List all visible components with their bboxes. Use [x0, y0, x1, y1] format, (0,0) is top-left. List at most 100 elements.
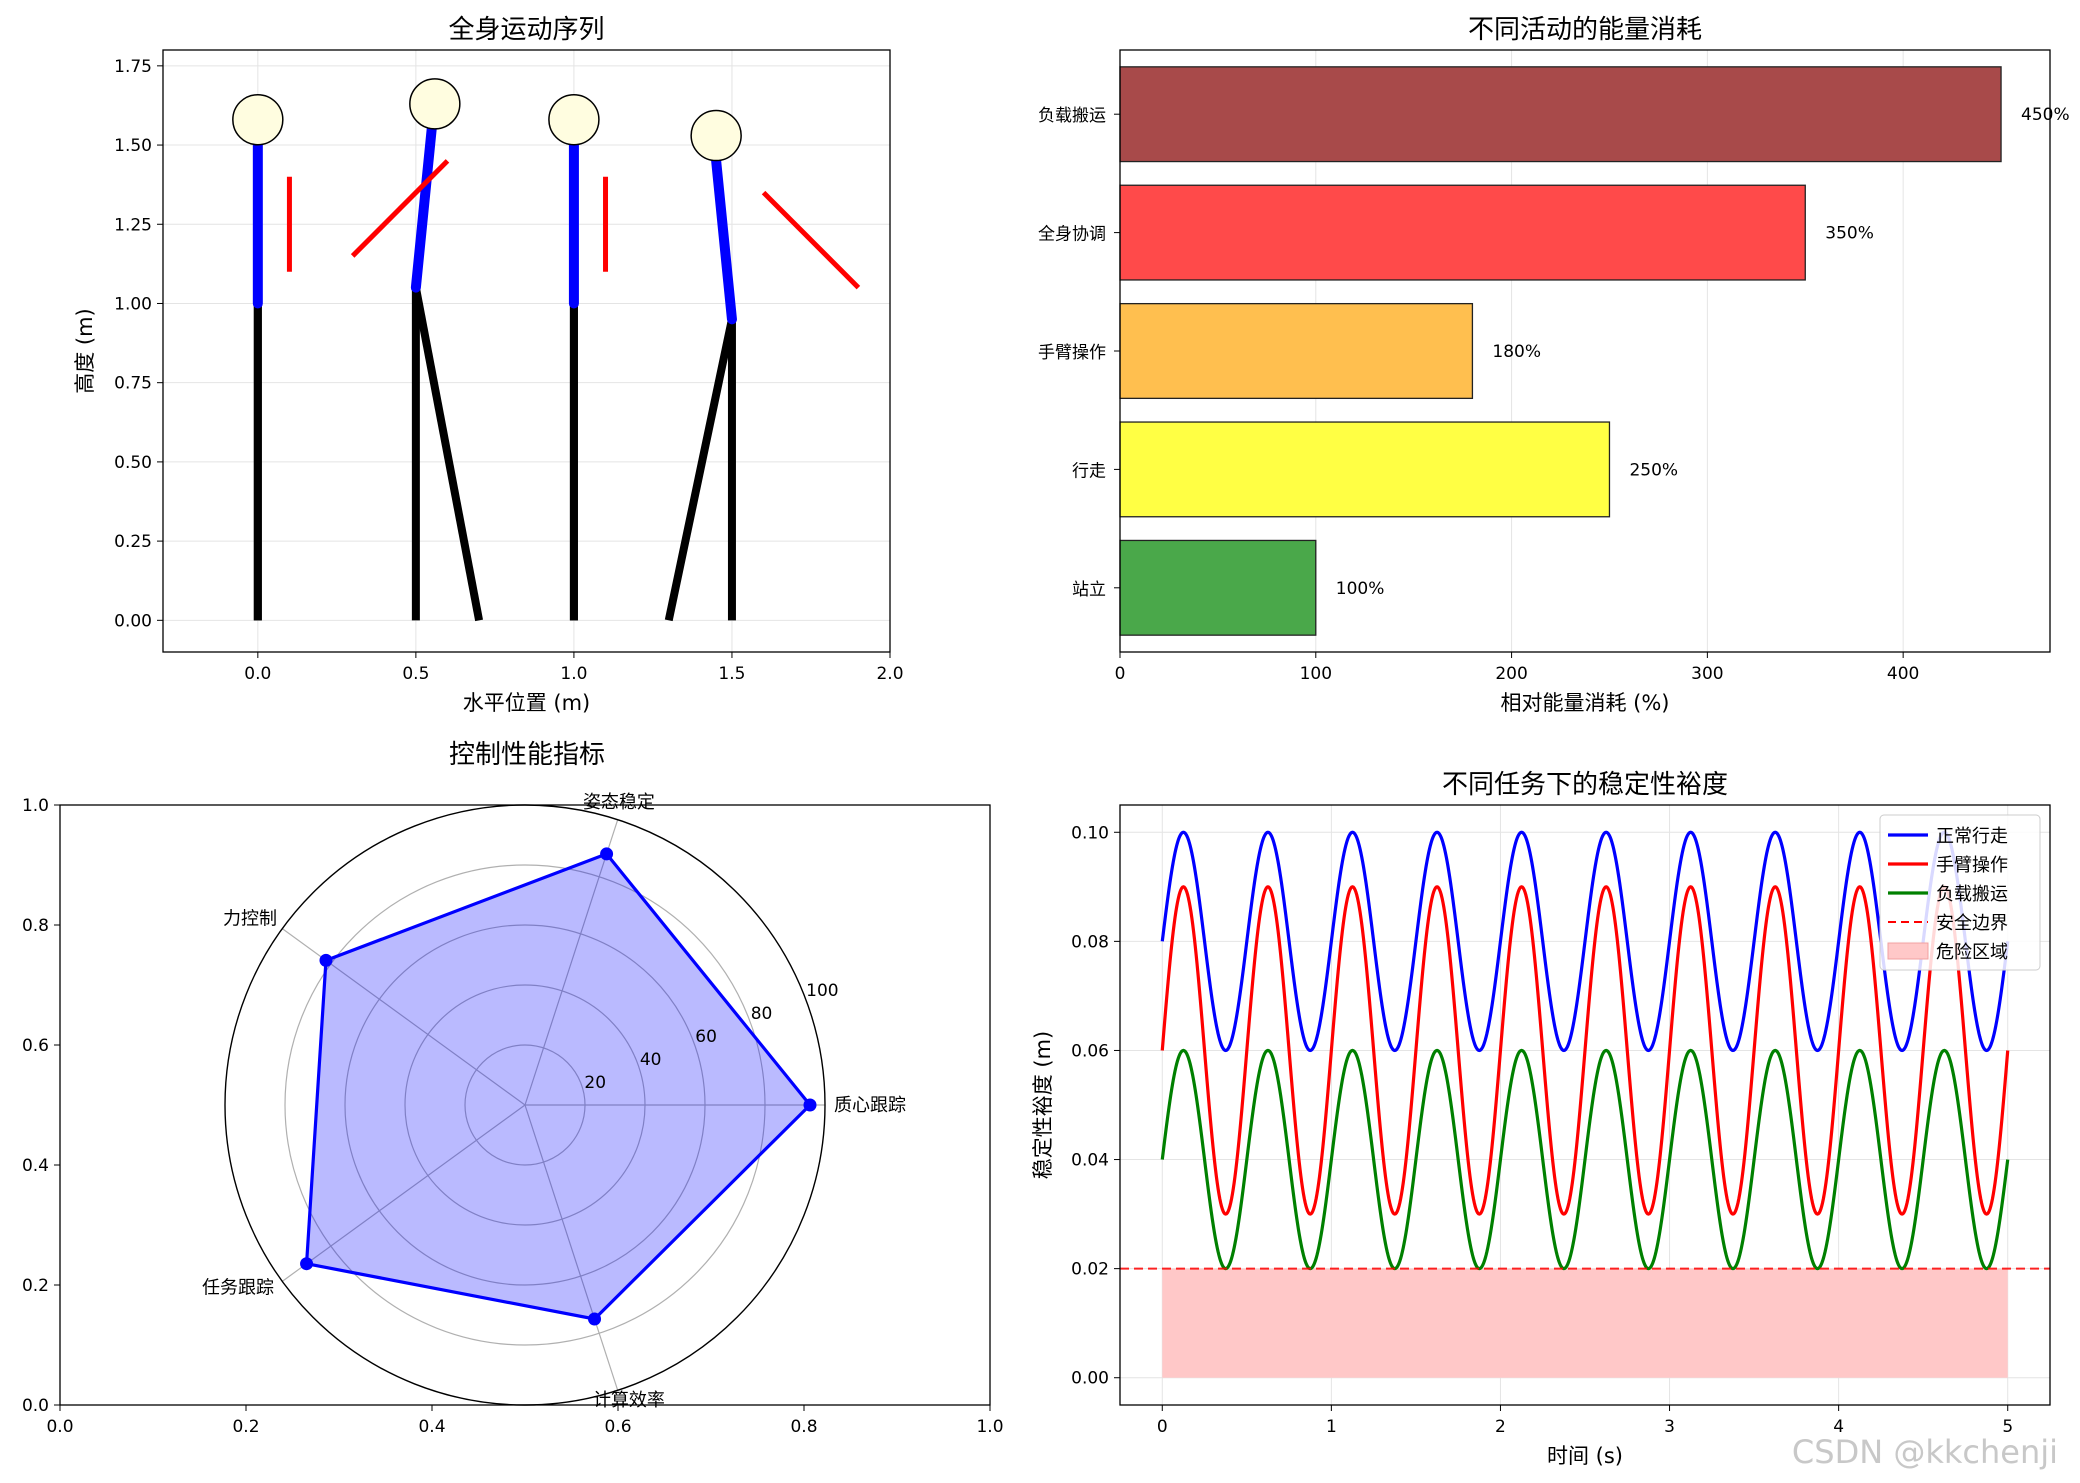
radar-category-label: 任务跟踪 [202, 1278, 274, 1299]
y-axis-label: 高度 (m) [73, 308, 97, 394]
y-tick-label: 0.06 [1071, 1041, 1109, 1061]
radar-category-label: 计算效率 [593, 1390, 665, 1411]
leg [411, 286, 484, 622]
legend-label: 手臂操作 [1936, 855, 2008, 876]
x-tick-label: 100 [1300, 664, 1332, 684]
frame-x-tick-label: 0.8 [790, 1417, 817, 1437]
x-tick-label: 1.5 [718, 664, 745, 684]
energy-consumption-panel: 0 100 200 300 400 100% 站立 250% 行走 180% 手臂操作 350% 全身协… [1038, 15, 2070, 715]
torso [410, 124, 437, 293]
radar-category-label: 力控制 [223, 908, 277, 929]
radar-outer-circle [224, 804, 826, 1406]
frame-y-tick-label: 0.4 [22, 1156, 49, 1176]
frame-x-tick-label: 0.6 [604, 1417, 631, 1437]
bar [1119, 302, 1474, 400]
y-tick-label: 0.00 [1071, 1369, 1109, 1389]
x-tick-label: 200 [1495, 664, 1527, 684]
leg [664, 318, 736, 622]
chart-title: 全身运动序列 [448, 15, 604, 45]
bar [1119, 421, 1611, 518]
category-label: 行走 [1072, 461, 1106, 481]
y-tick-label: 0.50 [114, 453, 152, 473]
frame-x-tick-label: 1.0 [976, 1417, 1003, 1437]
chart-title: 不同活动的能量消耗 [1468, 15, 1702, 45]
y-tick-label: 0.25 [114, 532, 152, 552]
radar-area [304, 852, 813, 1321]
x-tick-label: 0.0 [244, 664, 271, 684]
y-tick-label: 0.08 [1071, 932, 1109, 952]
y-tick-label: 1.50 [114, 136, 152, 156]
y-tick-label: 1.00 [114, 294, 152, 314]
x-tick-label: 1 [1326, 1417, 1337, 1437]
bar-value-label: 180% [1492, 342, 1541, 362]
head [548, 93, 600, 146]
radial-tick-label: 40 [640, 1050, 662, 1070]
x-tick-label: 2 [1495, 1417, 1506, 1437]
x-tick-label: 0.5 [402, 664, 429, 684]
legend-box [1879, 814, 2041, 971]
x-tick-label: 0 [1115, 664, 1126, 684]
head [690, 109, 742, 162]
bar-value-label: 450% [2021, 105, 2070, 125]
bar-value-label: 100% [1336, 579, 1385, 599]
x-tick-label: 400 [1887, 664, 1919, 684]
legend-swatch [1887, 942, 1929, 960]
frame-x-tick-label: 0.4 [418, 1417, 445, 1437]
radar-point [588, 1312, 602, 1326]
x-tick-label: 5 [2002, 1417, 2013, 1437]
plot-frame [162, 49, 891, 653]
chart-title: 控制性能指标 [449, 740, 605, 770]
watermark: CSDN @kkchenji [1792, 1433, 2058, 1471]
y-tick-label: 0.00 [114, 611, 152, 631]
series-line [1160, 1048, 2010, 1271]
radar-category-label: 质心跟踪 [834, 1095, 906, 1116]
x-axis-label: 相对能量消耗 (%) [1500, 691, 1669, 715]
y-tick-label: 0.10 [1071, 823, 1109, 843]
bar [1119, 66, 2002, 163]
radar-category-label: 姿态稳定 [583, 792, 655, 813]
frame-y-tick-label: 0.2 [22, 1276, 49, 1296]
category-label: 全身协调 [1038, 225, 1106, 245]
series-line [1160, 830, 2010, 1053]
category-label: 手臂操作 [1038, 343, 1106, 363]
chart-title: 不同任务下的稳定性裕度 [1442, 770, 1728, 800]
x-axis-label: 时间 (s) [1547, 1444, 1623, 1468]
radial-tick-label: 80 [751, 1004, 773, 1024]
angular-grid-line [524, 1104, 619, 1391]
series-line [1160, 885, 2010, 1216]
radar-point [300, 1257, 314, 1271]
category-label: 站立 [1072, 580, 1106, 600]
frame-y-tick-label: 0.0 [22, 1396, 49, 1416]
frame-y-tick-label: 1.0 [22, 796, 49, 816]
x-tick-label: 300 [1691, 664, 1723, 684]
radial-tick-label: 60 [695, 1027, 717, 1047]
x-tick-label: 2.0 [876, 664, 903, 684]
plot-frame [1119, 804, 2051, 1406]
radial-tick-label: 20 [584, 1073, 606, 1093]
legend-label: 负载搬运 [1936, 884, 2008, 905]
bar [1119, 184, 1806, 281]
angular-grid-line [281, 1104, 526, 1282]
radar-point [600, 847, 614, 861]
x-tick-label: 4 [1833, 1417, 1844, 1437]
danger-zone [1162, 1268, 2008, 1378]
legend-label: 危险区域 [1936, 942, 2008, 963]
y-tick-label: 0.75 [114, 374, 152, 394]
arm [350, 159, 450, 258]
y-tick-label: 1.75 [114, 57, 152, 77]
x-tick-label: 1.0 [560, 664, 587, 684]
y-tick-label: 0.04 [1071, 1151, 1109, 1171]
legend-label: 安全边界 [1936, 913, 2008, 934]
arm [761, 190, 861, 290]
x-tick-label: 0 [1157, 1417, 1168, 1437]
frame-y-tick-label: 0.6 [22, 1036, 49, 1056]
y-tick-label: 0.02 [1071, 1260, 1109, 1280]
motion-sequence-panel: 0.0 0.5 1.0 1.5 2.0 0.00 0.25 0.50 0.75 1.00 1.25 1… [73, 15, 904, 715]
frame-y-tick-label: 0.8 [22, 916, 49, 936]
radar-point [319, 953, 333, 967]
frame-x-tick-label: 0.2 [232, 1417, 259, 1437]
plot-area [163, 50, 890, 652]
torso [711, 155, 737, 325]
category-label: 负载搬运 [1038, 106, 1106, 126]
